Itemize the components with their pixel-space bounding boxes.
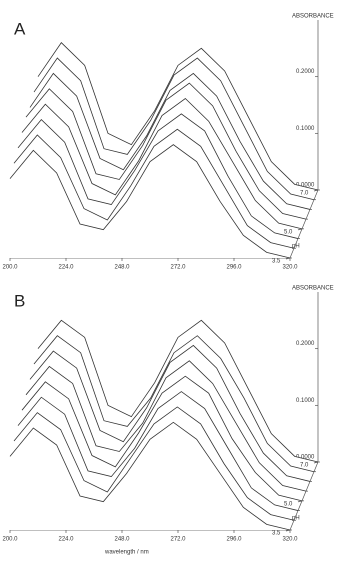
x-tick-label: 272.0 xyxy=(170,537,186,543)
x-tick-label: 224.0 xyxy=(58,537,74,543)
depth-tick-label: 7.0 xyxy=(300,463,309,469)
x-tick-label: 224.0 xyxy=(58,265,74,271)
x-tick-label: 296.0 xyxy=(226,537,242,543)
spectrum-line xyxy=(21,375,303,502)
x-axis-label: wavelength / nm xyxy=(104,550,149,556)
spectrum-line xyxy=(37,319,319,463)
spectrum-line xyxy=(13,406,295,521)
y-tick-label: 0.0000 xyxy=(296,455,315,461)
x-tick-label: 200.0 xyxy=(2,265,18,271)
x-tick-label: 200.0 xyxy=(2,537,18,543)
spectrum-line xyxy=(33,57,315,201)
spectrum-line xyxy=(37,42,319,191)
spectrum-line xyxy=(9,144,291,259)
x-tick-label: 248.0 xyxy=(114,537,130,543)
hidden-fill xyxy=(10,144,290,258)
x-tick-label: 320.0 xyxy=(282,265,298,271)
depth-tick-label: 3.5 xyxy=(272,531,281,537)
depth-axis-label: pH xyxy=(292,244,300,250)
spectrum-line xyxy=(17,113,299,239)
depth-tick-label: 7.0 xyxy=(300,191,309,197)
panel: A ABSORBANCE 0.0000 0.1000 0.2000 200.0 224.0 2… xyxy=(2,14,333,271)
depth-tick-label: 5.0 xyxy=(284,229,293,235)
spectrum-line xyxy=(25,82,307,220)
panel: B ABSORBANCE 0.0000 0.1000 0.2000 200.0 224.0 2… xyxy=(2,286,333,556)
x-tick-label: 320.0 xyxy=(282,537,298,543)
spectrum-line xyxy=(17,391,299,511)
x-tick-label: 296.0 xyxy=(226,265,242,271)
depth-axis xyxy=(289,461,319,531)
depth-tick-label: 5.0 xyxy=(284,501,293,507)
spectrum-line xyxy=(13,128,295,249)
y-tick-label: 0.1000 xyxy=(296,398,315,404)
z-axis-label: ABSORBANCE xyxy=(292,286,334,292)
spectrum-line xyxy=(21,98,303,230)
panel-label: A xyxy=(14,19,26,38)
spectrum-line xyxy=(29,344,311,482)
spectrum-line xyxy=(29,72,311,210)
x-tick-label: 272.0 xyxy=(170,265,186,271)
depth-axis-label: pH xyxy=(292,516,300,522)
spectrum-line xyxy=(33,335,315,473)
spectrum-line xyxy=(25,360,307,492)
y-tick-label: 0.2000 xyxy=(296,69,315,75)
x-tick-label: 248.0 xyxy=(114,265,130,271)
y-tick-label: 0.2000 xyxy=(296,341,315,347)
spectrum-line xyxy=(9,421,291,531)
depth-axis xyxy=(289,189,319,259)
hidden-fill xyxy=(10,422,290,530)
z-axis-label: ABSORBANCE xyxy=(292,14,334,20)
depth-tick-label: 3.5 xyxy=(272,259,281,265)
y-tick-label: 0.1000 xyxy=(296,126,315,132)
panel-label: B xyxy=(14,291,25,310)
y-tick-label: 0.0000 xyxy=(296,183,315,189)
